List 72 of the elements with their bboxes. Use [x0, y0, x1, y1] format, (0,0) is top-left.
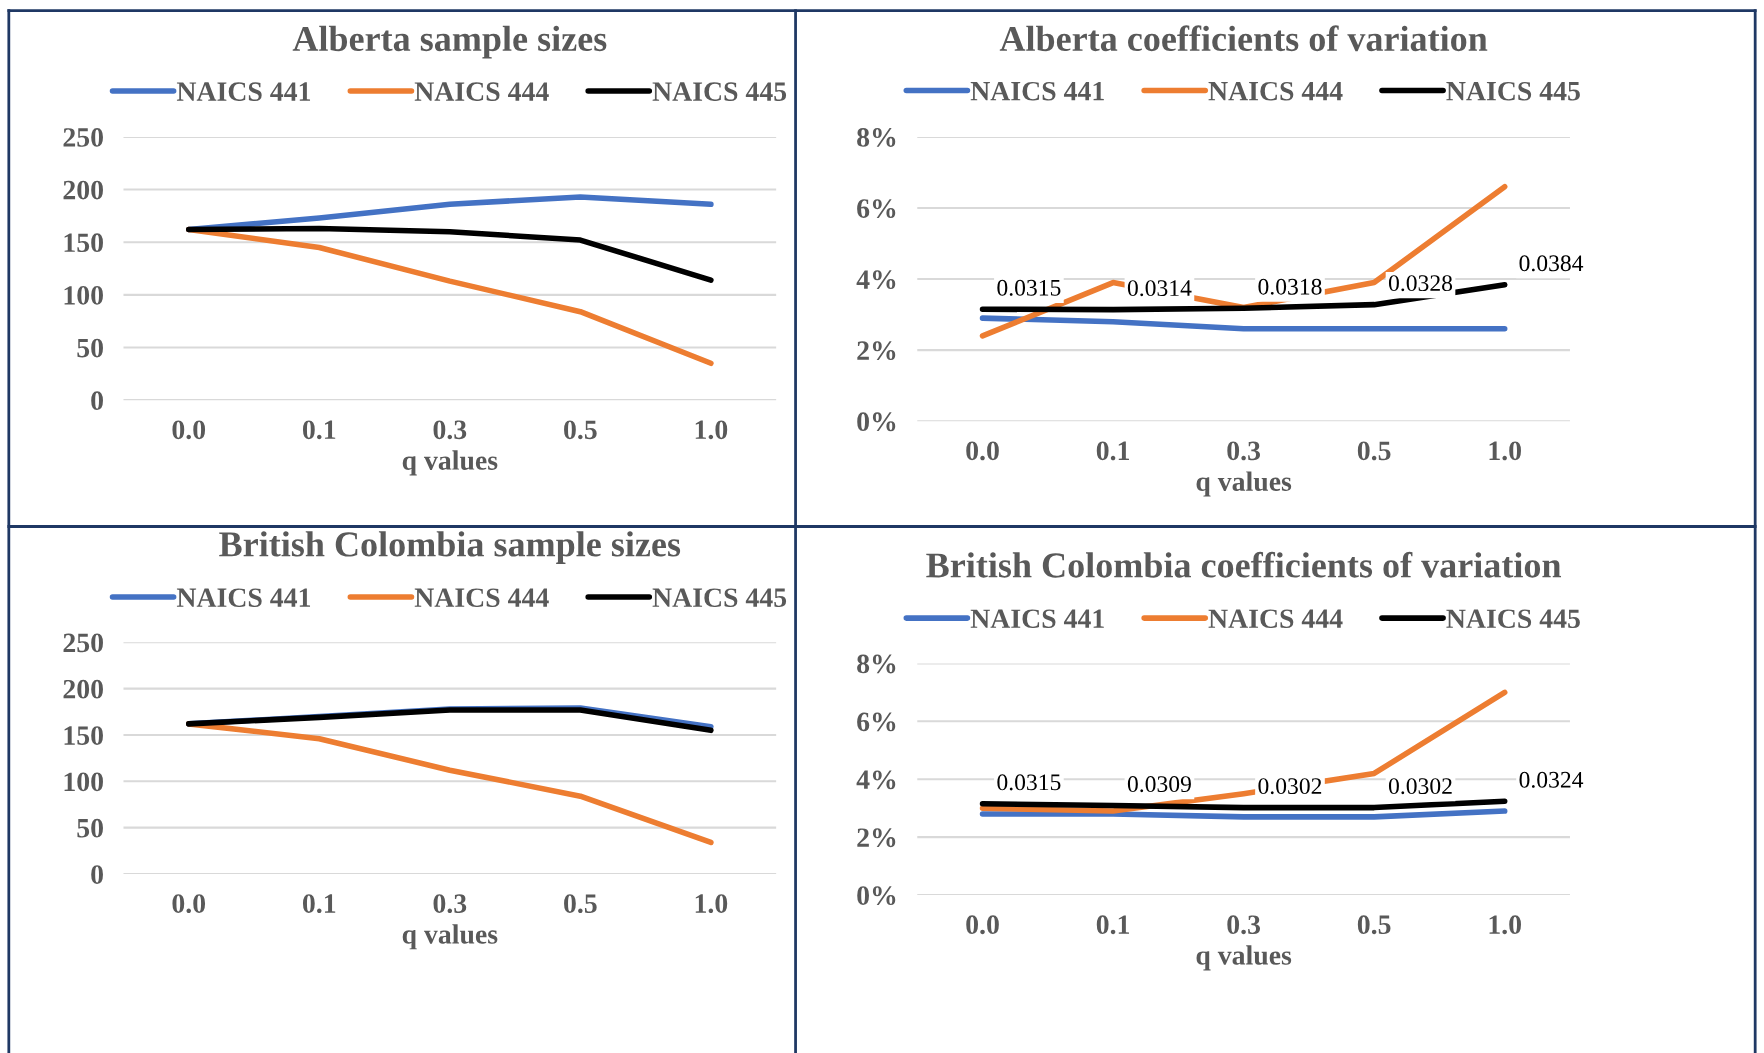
x-tick-label: 0.5: [564, 894, 597, 914]
legend-label: NAICS 445: [1446, 609, 1580, 629]
data-label: 0.0302: [1388, 778, 1452, 795]
y-tick-label: 4%: [856, 270, 896, 290]
y-tick-label: 8%: [857, 128, 896, 147]
data-label: 0.0328: [1388, 275, 1453, 292]
data-label: 0.0302: [1258, 778, 1322, 795]
y-tick-label: 8%: [857, 654, 896, 674]
y-tick-label: 150: [64, 233, 103, 253]
x-tick-label: 0.0: [172, 420, 206, 440]
x-tick-label: 0.5: [1357, 441, 1391, 461]
x-tick-label: 0.5: [1357, 915, 1391, 935]
x-tick-label: 0.0: [172, 894, 206, 914]
x-tick-label: 0.3: [433, 894, 467, 914]
legend-label: NAICS 445: [652, 82, 787, 101]
legend-label: NAICS 444: [1208, 609, 1343, 629]
x-axis-title: q values: [1196, 471, 1292, 497]
x-axis-title: q values: [402, 450, 498, 476]
x-tick-label: 1.0: [695, 894, 728, 914]
chart-title: British Colombia coefficients of variation: [926, 551, 1562, 578]
x-tick-label: 0.3: [1227, 441, 1261, 461]
legend-label: NAICS 444: [414, 82, 549, 101]
data-label: 0.0314: [1127, 280, 1192, 297]
x-tick-label: 0.3: [433, 420, 467, 440]
legend-label: NAICS 444: [1208, 81, 1343, 101]
x-tick-label: 1.0: [695, 420, 728, 440]
y-tick-label: 250: [63, 128, 103, 147]
x-axis-title: q values: [402, 924, 498, 950]
data-label: 0.0315: [997, 279, 1061, 296]
legend-label: NAICS 444: [414, 588, 549, 608]
chart-title: Alberta coefficients of variation: [999, 25, 1488, 52]
y-tick-label: 0%: [857, 412, 896, 432]
legend-label: NAICS 441: [970, 609, 1104, 629]
x-tick-label: 0.1: [302, 894, 336, 914]
y-tick-label: 2%: [857, 341, 896, 361]
y-tick-label: 6%: [857, 712, 896, 732]
legend-label: NAICS 441: [176, 82, 311, 101]
data-label: 0.0384: [1519, 255, 1584, 272]
x-tick-label: 0.3: [1227, 915, 1261, 935]
x-tick-label: 0.0: [966, 915, 999, 935]
data-label: 0.0309: [1127, 776, 1191, 793]
y-tick-label: 100: [64, 286, 103, 305]
y-tick-label: 200: [63, 679, 103, 699]
x-tick-label: 1.0: [1489, 441, 1521, 461]
y-tick-label: 100: [64, 772, 103, 792]
y-tick-label: 2%: [857, 828, 896, 848]
x-tick-label: 0.1: [302, 420, 336, 440]
y-tick-label: 0: [91, 391, 103, 411]
y-tick-label: 0%: [857, 886, 896, 906]
x-tick-label: 0.5: [564, 420, 597, 440]
y-tick-label: 200: [63, 180, 103, 200]
data-label: 0.0315: [997, 774, 1061, 791]
chart-title: British Colombia sample sizes: [219, 531, 681, 564]
legend-label: NAICS 445: [1446, 81, 1580, 101]
x-tick-label: 1.0: [1489, 915, 1521, 935]
y-tick-label: 150: [64, 726, 103, 745]
y-tick-label: 50: [77, 818, 103, 838]
y-tick-label: 4%: [856, 770, 896, 790]
legend-label: NAICS 445: [652, 588, 787, 608]
data-label: 0.0318: [1258, 278, 1322, 295]
x-axis-title: q values: [1196, 945, 1292, 971]
data-label: 0.0324: [1519, 771, 1584, 788]
x-tick-label: 0.1: [1096, 915, 1130, 935]
y-tick-label: 0: [91, 865, 103, 884]
y-tick-label: 6%: [857, 199, 896, 218]
legend-label: NAICS 441: [176, 588, 311, 608]
legend-label: NAICS 441: [970, 81, 1104, 101]
x-tick-label: 0.1: [1096, 441, 1130, 461]
y-tick-label: 50: [77, 338, 103, 358]
x-tick-label: 0.0: [966, 441, 999, 461]
chart-title: Alberta sample sizes: [292, 25, 607, 59]
y-tick-label: 250: [63, 633, 103, 653]
